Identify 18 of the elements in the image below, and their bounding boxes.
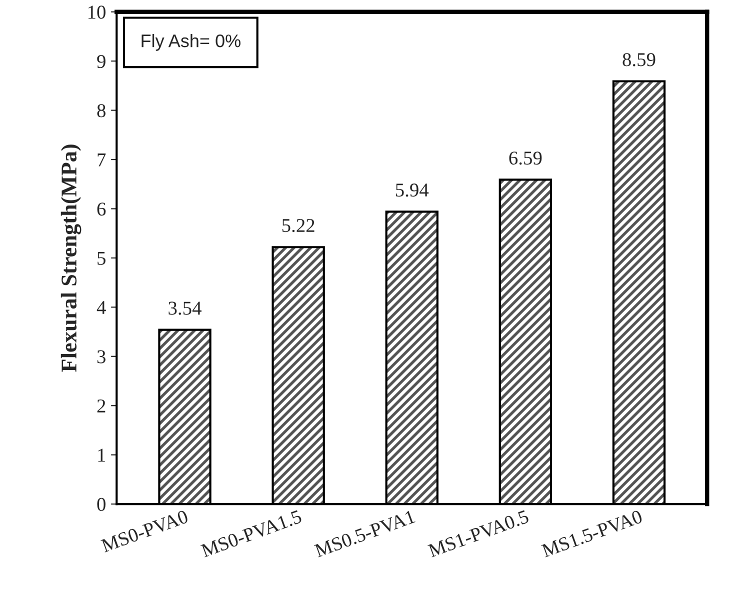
data-label: 5.22 [282, 219, 314, 232]
y-axis-title: Flexural Strength(MPa) [60, 144, 82, 372]
y-tick-label: 6 [97, 202, 106, 216]
y-tick-label: 10 [88, 6, 106, 19]
y-tick-label: 9 [97, 54, 106, 68]
y-tick-label: 4 [96, 301, 106, 314]
y-tick-label: 8 [97, 104, 106, 118]
y-tick-label: 5 [98, 252, 106, 265]
y-tick-label: 7 [98, 154, 106, 166]
data-label: 6.59 [509, 152, 542, 165]
y-tick-label: 2 [97, 399, 106, 412]
annotation: Fly Ash= 0% [142, 34, 240, 51]
data-label: 5.94 [396, 184, 429, 197]
data-label: 8.59 [622, 53, 656, 66]
y-tick-label: 0 [97, 498, 106, 511]
y-tick-label: 3 [97, 350, 106, 364]
data-label: 3.54 [168, 302, 202, 315]
y-tick-label: 1 [98, 448, 106, 462]
